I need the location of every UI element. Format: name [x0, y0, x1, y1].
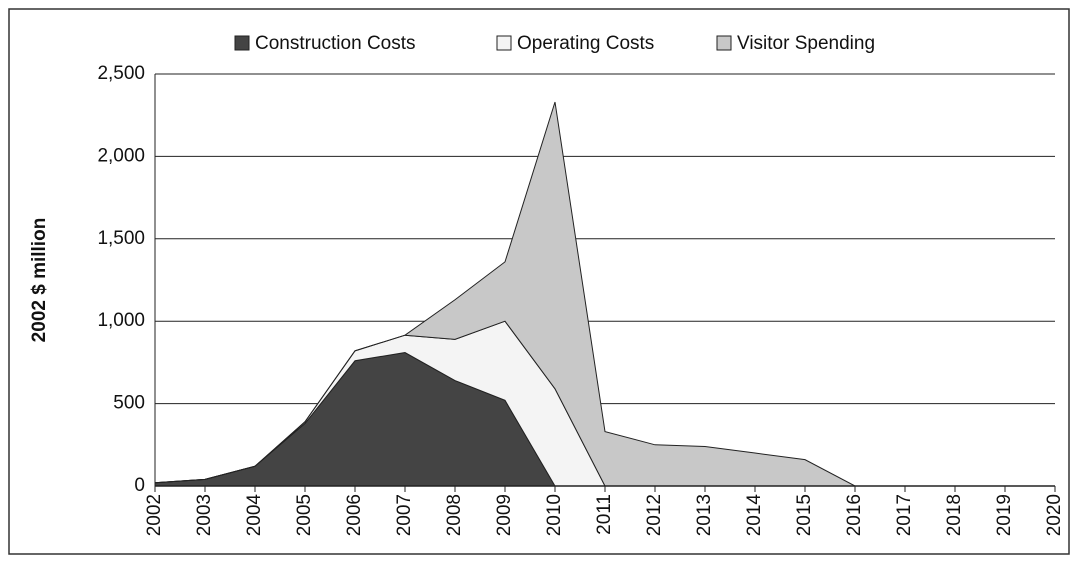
x-tick-label: 2003: [194, 494, 215, 536]
y-tick-label: 2,500: [97, 63, 145, 84]
x-tick-label: 2005: [294, 494, 315, 536]
y-tick-label: 500: [113, 393, 145, 414]
legend-label: Construction Costs: [255, 33, 416, 54]
x-tick-label: 2007: [394, 494, 415, 536]
y-tick-label: 0: [134, 475, 145, 496]
legend-label: Operating Costs: [517, 33, 654, 54]
x-tick-label: 2006: [344, 494, 365, 536]
x-tick-label: 2008: [444, 494, 465, 536]
x-tick-label: 2004: [244, 494, 265, 537]
x-tick-label: 2020: [1044, 494, 1065, 536]
x-tick-label: 2017: [894, 494, 915, 536]
y-tick-label: 1,000: [97, 310, 145, 331]
x-tick-label: 2016: [844, 494, 865, 536]
x-tick-label: 2011: [594, 494, 615, 535]
legend-swatch: [234, 35, 250, 51]
y-tick-label: 1,500: [97, 228, 145, 249]
x-tick-label: 2010: [544, 494, 565, 536]
x-tick-label: 2012: [644, 494, 665, 536]
x-tick-label: 2019: [994, 494, 1015, 536]
area: [154, 101, 1055, 487]
x-tick-label: 2013: [694, 494, 715, 536]
y-tick-label: 2,000: [97, 145, 145, 166]
x-tick-label: 2002: [144, 494, 165, 536]
y-axis-label: 2002 $ million: [29, 218, 50, 343]
legend-swatch: [716, 35, 732, 51]
x-tick-label: 2009: [494, 494, 515, 536]
chart-frame: [8, 8, 1070, 555]
legend-swatch: [496, 35, 512, 51]
x-tick-label: 2018: [944, 494, 965, 536]
x-tick-label: 2015: [794, 494, 815, 536]
legend-label: Visitor Spending: [737, 33, 875, 54]
x-tick-label: 2014: [744, 494, 765, 537]
